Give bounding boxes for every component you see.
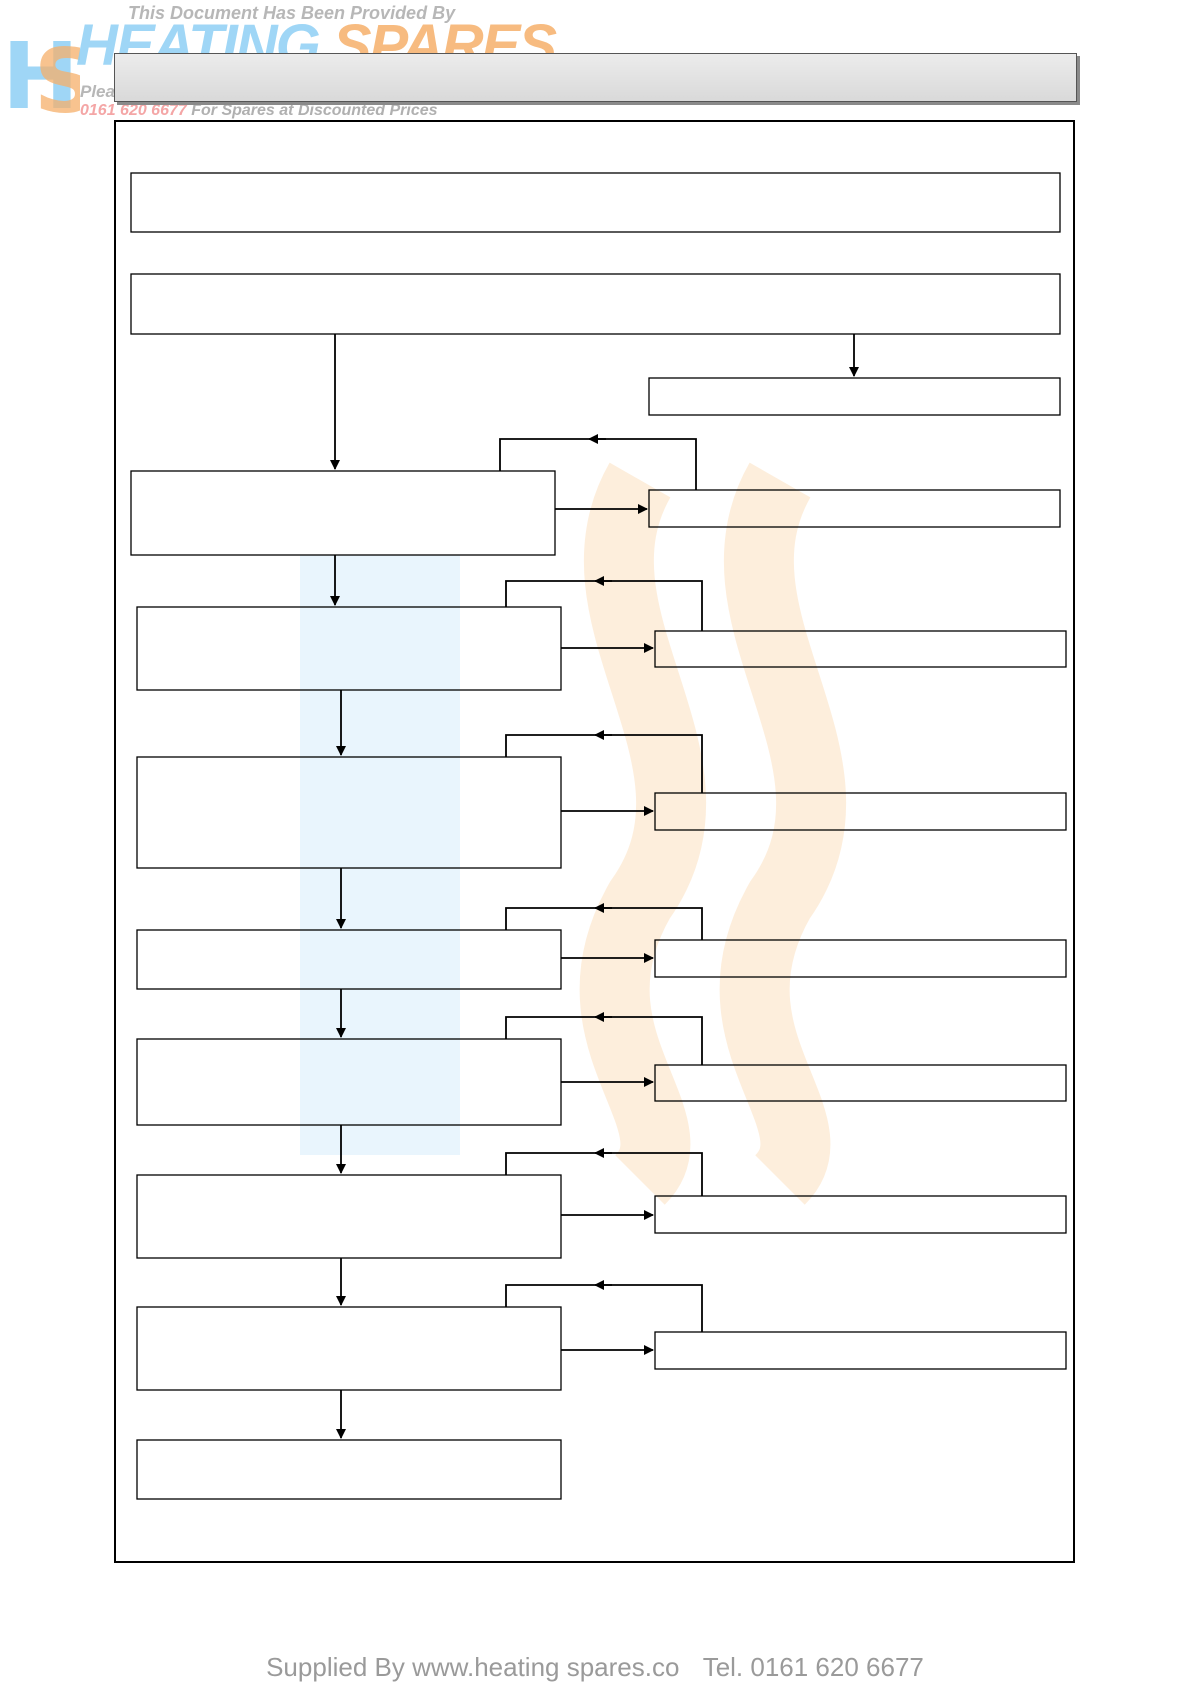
footer: Supplied By www.heating spares.co Tel. 0… [0, 1652, 1190, 1683]
step-box-6 [136, 1174, 562, 1259]
right-box-5 [654, 1064, 1067, 1102]
step-box-1 [130, 470, 556, 556]
right-box-0 [648, 377, 1061, 416]
please-text: Plea [80, 82, 115, 101]
step-box-3 [136, 756, 562, 869]
hs-monogram-icon: H S [2, 23, 80, 123]
provided-by-text: This Document Has Been Provided By [128, 3, 456, 23]
right-box-4 [654, 939, 1067, 978]
phone-line: 0161 620 6677 For Spares at Discounted P… [80, 102, 438, 120]
svg-text:H: H [2, 23, 79, 123]
right-box-1 [648, 489, 1061, 528]
step-box-4 [136, 929, 562, 990]
flowchart-frame [114, 120, 1075, 1563]
return-path-7 [505, 1284, 703, 1332]
return-path-5 [505, 1016, 703, 1065]
top-box-1 [130, 172, 1061, 233]
footer-tel: Tel. 0161 620 6677 [702, 1652, 924, 1682]
phone-tagline: For Spares at Discounted Prices [191, 102, 438, 119]
return-path-1 [591, 438, 697, 490]
step-box-7 [136, 1306, 562, 1391]
phone-number: 0161 620 6677 [80, 102, 187, 119]
title-bar [114, 53, 1077, 102]
svg-text:S: S [34, 30, 80, 123]
return-path-1b [499, 438, 591, 471]
footer-supplied-by: Supplied By www.heating spares.co [266, 1652, 680, 1682]
right-box-6 [654, 1195, 1067, 1234]
right-box-2 [654, 630, 1067, 668]
step-box-8 [136, 1439, 562, 1500]
step-box-2 [136, 606, 562, 691]
return-path-3 [505, 734, 703, 793]
return-path-2 [505, 580, 703, 631]
right-box-7 [654, 1331, 1067, 1370]
right-box-3 [654, 792, 1067, 831]
step-box-5 [136, 1038, 562, 1126]
return-path-4 [505, 907, 703, 940]
top-box-2 [130, 273, 1061, 335]
